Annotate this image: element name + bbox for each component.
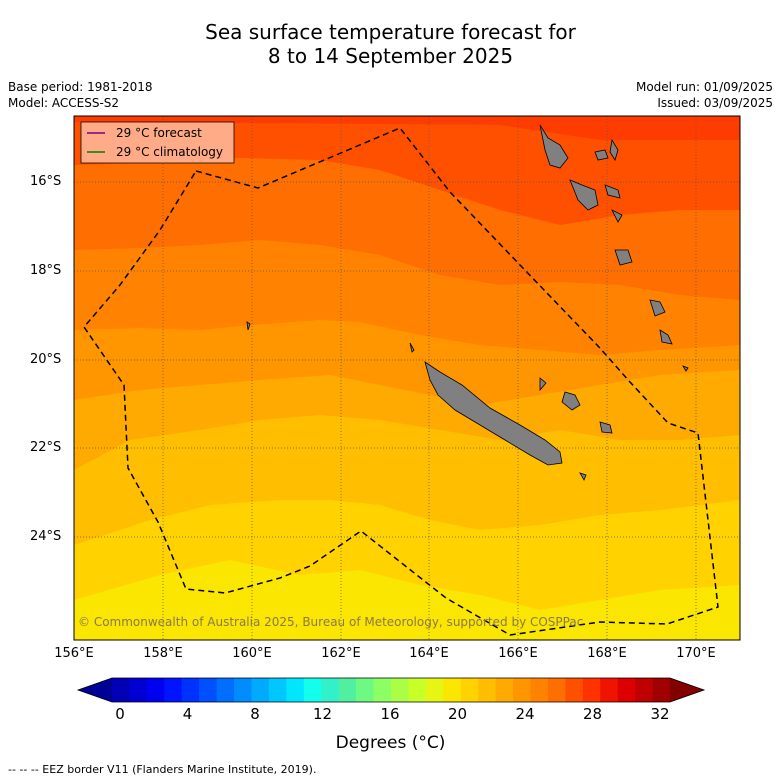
colorbar-segment <box>303 678 322 702</box>
lon-label: 168°E <box>587 646 627 661</box>
colorbar-segment <box>547 678 566 702</box>
colorbar-tick-label: 4 <box>182 705 193 723</box>
colorbar-segment <box>478 678 497 702</box>
colorbar-outline <box>76 677 706 703</box>
colorbar-segment <box>460 678 479 702</box>
lat-label: 20°S <box>30 352 62 367</box>
colorbar-segment <box>635 678 654 702</box>
colorbar-segment <box>495 678 514 702</box>
colorbar-segment <box>391 678 409 702</box>
colorbar-segment <box>600 678 619 702</box>
colorbar-segment <box>216 678 235 702</box>
lat-label: 24°S <box>30 529 62 544</box>
lon-label: 156°E <box>54 646 94 661</box>
colorbar-segment <box>112 678 130 702</box>
lon-label: 170°E <box>676 646 716 661</box>
lon-label: 160°E <box>232 646 272 661</box>
lat-label: 16°S <box>30 174 62 189</box>
colorbar-segment <box>408 678 427 702</box>
colorbar-segment <box>129 678 148 702</box>
colorbar-segment <box>321 678 340 702</box>
lon-label: 162°E <box>321 646 361 661</box>
colorbar-tick-label: 24 <box>515 705 535 723</box>
title-line1: Sea surface temperature forecast for <box>205 20 576 44</box>
colorbar-segment <box>356 678 375 702</box>
colorbar-segment <box>565 678 584 702</box>
legend-box: 29 °C forecast 29 °C climatology <box>80 121 235 164</box>
colorbar-tick-label: 28 <box>582 705 603 723</box>
issued-date: Issued: 03/09/2025 <box>657 96 773 110</box>
colorbar-segment <box>268 678 287 702</box>
colorbar-tick-label: 16 <box>380 705 400 723</box>
copyright-text: © Commonwealth of Australia 2025, Bureau… <box>78 615 583 629</box>
colorbar-segment <box>338 678 357 702</box>
colorbar-segment <box>286 678 305 702</box>
forecast-legend-label: 29 °C forecast <box>116 126 202 140</box>
colorbar-segment <box>513 678 531 702</box>
colorbar-segment <box>181 678 200 702</box>
eez-footnote: -- -- -- EEZ border V11 (Flanders Marine… <box>8 763 317 776</box>
colorbar-segment <box>425 678 444 702</box>
colorbar-title: Degrees (°C) <box>335 733 446 753</box>
colorbar-tick-label: 32 <box>650 705 670 723</box>
colorbar <box>76 677 706 703</box>
colorbar-segment <box>617 678 636 702</box>
lon-label: 166°E <box>498 646 538 661</box>
lon-label: 158°E <box>143 646 183 661</box>
colorbar-segment <box>199 678 218 702</box>
model-name: Model: ACCESS-S2 <box>8 96 120 110</box>
colorbar-tick-label: 20 <box>447 705 468 723</box>
lat-label: 22°S <box>30 440 62 455</box>
colorbar-segment <box>234 678 252 702</box>
colorbar-max-arrow <box>670 678 704 702</box>
colorbar-segment <box>164 678 183 702</box>
colorbar-segment <box>373 678 392 702</box>
colorbar-segment <box>582 678 601 702</box>
colorbar-segment <box>530 678 549 702</box>
colorbar-tick-label: 8 <box>250 705 260 723</box>
colorbar-tick-label: 12 <box>312 705 333 723</box>
colorbar-segment <box>251 678 270 702</box>
lon-label: 164°E <box>409 646 449 661</box>
colorbar-min-arrow <box>78 678 112 702</box>
title-line2: 8 to 14 September 2025 <box>267 44 514 68</box>
colorbar-segment <box>146 678 165 702</box>
colorbar-tick-label: 0 <box>115 705 125 723</box>
colorbar-segment <box>443 678 462 702</box>
base-period: Base period: 1981-2018 <box>8 80 153 94</box>
colorbar-segment <box>652 678 671 702</box>
lat-label: 18°S <box>30 263 62 278</box>
climatology-legend-label: 29 °C climatology <box>116 145 223 159</box>
model-run: Model run: 01/09/2025 <box>635 80 773 94</box>
